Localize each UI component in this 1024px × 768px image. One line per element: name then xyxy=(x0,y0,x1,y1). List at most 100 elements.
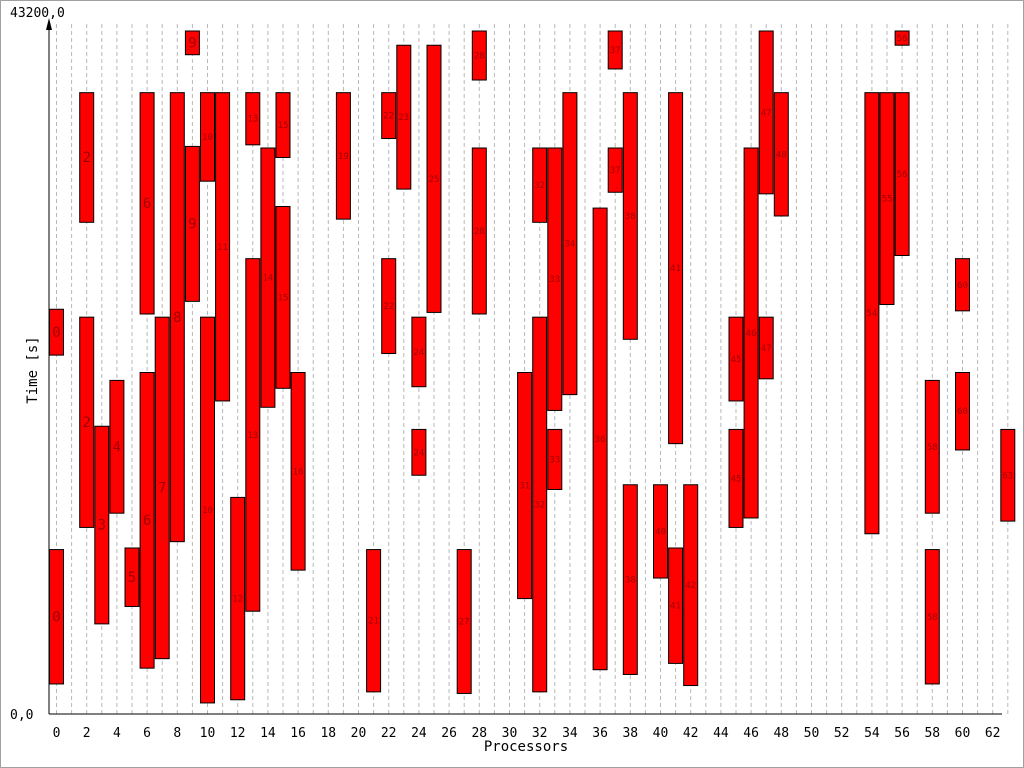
task-bar: 13 xyxy=(245,258,261,612)
task-bar-rect xyxy=(592,207,608,671)
task-bar-label: 58 xyxy=(927,443,938,453)
x-tick-label: 60 xyxy=(955,726,971,741)
x-tick-label: 22 xyxy=(381,726,397,741)
task-bar-rect xyxy=(139,372,155,669)
task-bar: 42 xyxy=(683,484,699,687)
task-bar-label: 55 xyxy=(882,195,893,205)
task-bar-rect xyxy=(200,316,215,704)
task-bar-rect xyxy=(894,92,910,257)
task-bar-rect xyxy=(728,316,744,402)
task-bar: 16 xyxy=(290,372,306,571)
task-bar-rect xyxy=(260,147,276,408)
task-bar-rect xyxy=(169,92,185,543)
x-tick-label: 2 xyxy=(83,726,91,741)
task-bar-rect xyxy=(411,428,427,476)
task-bar-label: 13 xyxy=(247,115,258,125)
x-tick-label: 52 xyxy=(834,726,850,741)
task-bar-rect xyxy=(381,92,397,140)
task-bar-label: 32 xyxy=(534,501,545,511)
task-bar-rect xyxy=(124,547,140,607)
task-bar: 22 xyxy=(381,92,397,140)
task-bar: 38 xyxy=(622,92,638,340)
task-bar: 7 xyxy=(154,316,170,660)
x-tick-label: 30 xyxy=(502,726,518,741)
task-bar: 47 xyxy=(758,316,774,380)
task-bar: 36 xyxy=(592,207,608,671)
task-bar-label: 7 xyxy=(158,481,166,497)
x-tick-label: 42 xyxy=(683,726,699,741)
task-bar-label: 28 xyxy=(474,227,485,237)
task-bar-label: 46 xyxy=(746,329,757,339)
task-bar: 33 xyxy=(547,147,563,411)
x-tick-label: 6 xyxy=(143,726,151,741)
task-bar: 19 xyxy=(335,92,351,220)
task-bar-label: 9 xyxy=(188,36,196,52)
x-tick-label: 4 xyxy=(113,726,121,741)
task-bar-label: 63 xyxy=(1002,471,1013,481)
task-bar-label: 0 xyxy=(52,325,60,341)
task-bar: 60 xyxy=(955,372,970,451)
y-axis-arrow-icon xyxy=(46,18,52,30)
task-bar-label: 12 xyxy=(232,595,243,605)
x-tick-label: 44 xyxy=(713,726,729,741)
task-bar-rect xyxy=(275,205,291,389)
task-bar: 21 xyxy=(366,549,382,693)
task-bar-rect xyxy=(517,372,533,600)
task-bar-label: 13 xyxy=(247,431,258,441)
task-bar: 2 xyxy=(79,316,95,528)
task-bar-rect xyxy=(622,484,638,675)
x-tick-label: 56 xyxy=(894,726,910,741)
task-bar: 33 xyxy=(547,428,563,490)
task-bar-label: 48 xyxy=(776,150,787,160)
task-bar-label: 23 xyxy=(398,113,409,123)
task-bar: 28 xyxy=(471,30,487,81)
task-bar: 31 xyxy=(517,372,533,600)
task-bar-label: 24 xyxy=(413,448,424,458)
x-tick-label: 62 xyxy=(985,726,1001,741)
task-bar: 46 xyxy=(743,147,759,519)
y-axis-title: Time [s] xyxy=(25,336,41,403)
task-bar: 14 xyxy=(260,147,276,408)
task-bar: 4 xyxy=(109,379,125,514)
task-bar-rect xyxy=(154,316,170,660)
task-bar-label: 5 xyxy=(128,570,136,586)
task-bar-rect xyxy=(366,549,382,693)
task-bar-rect xyxy=(426,44,442,313)
task-bar-label: 54 xyxy=(866,309,877,319)
task-bar: 47 xyxy=(758,30,774,195)
task-bar-rect xyxy=(471,30,487,81)
task-bar-rect xyxy=(381,258,397,355)
task-bar-label: 38 xyxy=(625,576,636,586)
task-bar: 37 xyxy=(607,30,623,70)
task-bar: 13 xyxy=(245,92,261,146)
task-bar-label: 10 xyxy=(202,133,213,143)
task-bar-rect xyxy=(396,44,412,190)
task-bar: 0 xyxy=(49,308,64,356)
task-bar-label: 0 xyxy=(52,609,60,625)
task-bar-rect xyxy=(230,496,246,701)
task-bar: 56 xyxy=(894,92,910,257)
task-bar-label: 42 xyxy=(685,581,696,591)
task-bar-rect xyxy=(184,145,200,302)
task-bar-rect xyxy=(532,316,548,693)
task-bar: 32 xyxy=(532,316,548,693)
task-bar: 10 xyxy=(200,316,215,704)
task-bar-label: 56 xyxy=(897,34,908,44)
task-bar-rect xyxy=(245,258,261,612)
task-bar: 15 xyxy=(275,205,291,389)
task-bar-label: 2 xyxy=(82,150,90,166)
task-bar: 58 xyxy=(924,549,940,685)
task-bar-rect xyxy=(622,92,638,340)
x-tick-label: 40 xyxy=(653,726,669,741)
task-bar-label: 6 xyxy=(143,513,151,529)
y-max-label: 43200,0 xyxy=(10,6,65,21)
task-bar: 22 xyxy=(381,258,397,355)
x-tick-label: 46 xyxy=(743,726,759,741)
task-bar: 58 xyxy=(924,379,940,514)
x-tick-label: 18 xyxy=(320,726,336,741)
task-bar: 45 xyxy=(728,428,744,528)
task-bar-label: 21 xyxy=(368,617,379,627)
task-bar-label: 31 xyxy=(519,482,530,492)
task-bar-label: 32 xyxy=(534,181,545,191)
